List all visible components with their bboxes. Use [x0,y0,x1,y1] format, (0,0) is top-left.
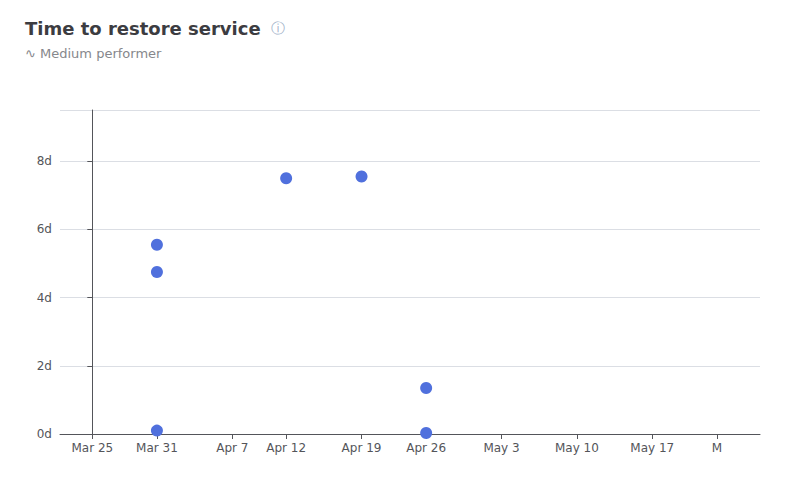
svg-text:Apr 19: Apr 19 [342,441,382,455]
svg-text:4d: 4d [37,291,52,305]
svg-text:2d: 2d [37,359,52,373]
svg-text:Apr 7: Apr 7 [216,441,248,455]
svg-text:May 10: May 10 [555,441,599,455]
svg-text:May 17: May 17 [630,441,674,455]
svg-text:Time to restore service: Time to restore service [25,18,261,39]
svg-text:8d: 8d [37,154,52,168]
svg-text:Mar 31: Mar 31 [136,441,178,455]
svg-text:M: M [712,441,722,455]
svg-text:0d: 0d [37,427,52,441]
svg-text:∿ Medium performer: ∿ Medium performer [25,46,162,61]
svg-text:6d: 6d [37,222,52,236]
svg-text:Apr 26: Apr 26 [406,441,446,455]
svg-text:ⓘ: ⓘ [271,20,285,36]
svg-text:Mar 25: Mar 25 [71,441,113,455]
svg-text:Apr 12: Apr 12 [266,441,306,455]
svg-text:May 3: May 3 [483,441,519,455]
